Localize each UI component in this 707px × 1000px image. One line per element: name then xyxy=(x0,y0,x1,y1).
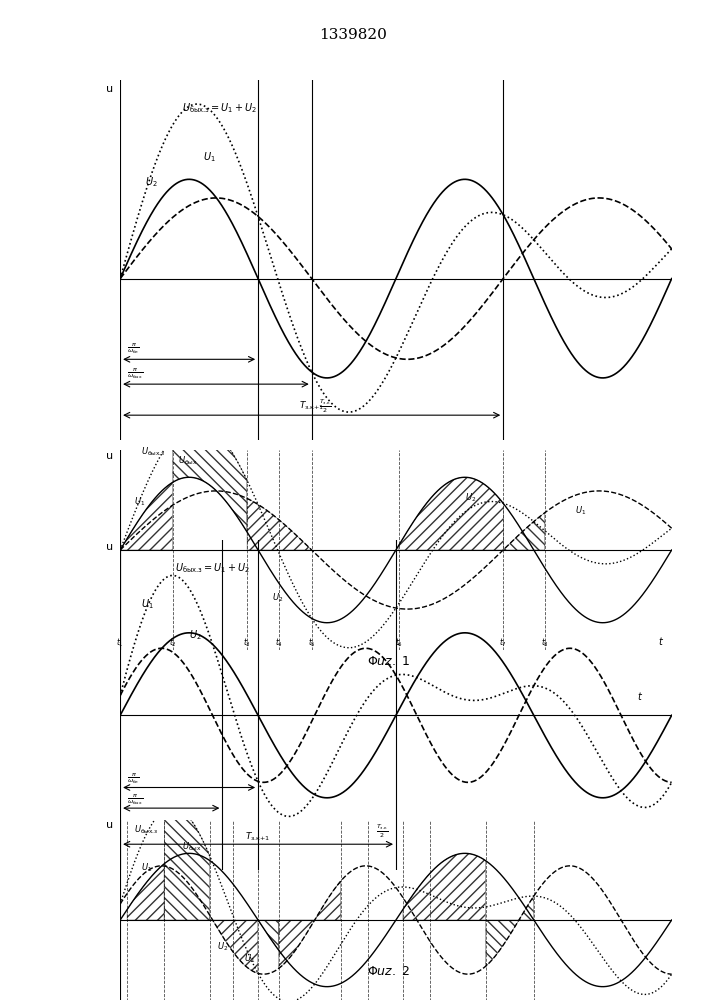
Text: $t_1$: $t_1$ xyxy=(116,636,124,649)
Text: $U_{\text{бых.з}}$: $U_{\text{бых.з}}$ xyxy=(141,446,165,458)
Text: $U_{\text{бых}}$: $U_{\text{бых}}$ xyxy=(182,840,202,853)
Text: $t_6$: $t_6$ xyxy=(395,636,403,649)
Text: $\frac{T_{\text{з.к}}}{2}$: $\frac{T_{\text{з.к}}}{2}$ xyxy=(319,397,331,415)
Text: $U_2$: $U_2$ xyxy=(189,628,201,642)
Text: $U_1$: $U_1$ xyxy=(575,505,586,517)
Text: $\frac{T_{\text{з.к}}}{2}$: $\frac{T_{\text{з.к}}}{2}$ xyxy=(376,822,388,840)
Text: $U_1$: $U_1$ xyxy=(141,597,153,611)
Text: $t_8$: $t_8$ xyxy=(541,636,549,649)
Text: $U_{\text{бых.з}}$: $U_{\text{бых.з}}$ xyxy=(134,823,158,836)
Text: $U_2$: $U_2$ xyxy=(145,176,158,189)
Text: $U_{\text{бых.з}} = U_1 + U_2$: $U_{\text{бых.з}} = U_1 + U_2$ xyxy=(175,561,250,575)
Text: $\frac{\pi}{\omega_{\text{бе}}}$: $\frac{\pi}{\omega_{\text{бе}}}$ xyxy=(127,771,140,786)
Text: $U_2$: $U_2$ xyxy=(272,591,283,603)
Text: $\Phi u z.\ 1$: $\Phi u z.\ 1$ xyxy=(367,655,411,668)
Text: u: u xyxy=(106,451,113,461)
Text: $U_1$: $U_1$ xyxy=(245,953,255,965)
Text: $U_1$: $U_1$ xyxy=(203,151,216,164)
Text: u: u xyxy=(106,542,113,552)
Text: $\Phi u z.\ 2$: $\Phi u z.\ 2$ xyxy=(367,965,411,978)
Text: 1339820: 1339820 xyxy=(320,28,387,42)
Text: $T_{\text{з.к+1}}$: $T_{\text{з.к+1}}$ xyxy=(245,830,271,843)
Text: $U_2$: $U_2$ xyxy=(217,940,228,953)
Text: $t_3$: $t_3$ xyxy=(243,636,251,649)
Text: $U_{\text{бых}}$: $U_{\text{бых}}$ xyxy=(178,455,198,467)
Text: $U_1$: $U_1$ xyxy=(134,496,145,508)
Text: $\frac{\pi}{\omega_{\text{бых}}}$: $\frac{\pi}{\omega_{\text{бых}}}$ xyxy=(127,366,144,381)
Text: $t_7$: $t_7$ xyxy=(499,636,508,649)
Text: $\frac{\pi}{\omega_{\text{бе}}}$: $\frac{\pi}{\omega_{\text{бе}}}$ xyxy=(127,341,140,356)
Text: u: u xyxy=(106,820,113,830)
Text: $t_2$: $t_2$ xyxy=(169,636,177,649)
Text: $\frac{\pi}{\omega_{\text{бых}}}$: $\frac{\pi}{\omega_{\text{бых}}}$ xyxy=(127,792,144,807)
Text: $U_2$: $U_2$ xyxy=(465,491,476,504)
Text: $t$: $t$ xyxy=(637,690,643,702)
Text: $t_5$: $t_5$ xyxy=(308,636,316,649)
Text: $U_1$: $U_1$ xyxy=(141,861,152,874)
Text: $t$: $t$ xyxy=(658,635,664,647)
Text: $T_{\text{з.к+1}}$: $T_{\text{з.к+1}}$ xyxy=(299,400,325,412)
Text: u: u xyxy=(106,84,113,94)
Text: $t_4$: $t_4$ xyxy=(275,636,283,649)
Text: $U_{\text{бых.з}} = U_1 + U_2$: $U_{\text{бых.з}} = U_1 + U_2$ xyxy=(182,101,257,115)
